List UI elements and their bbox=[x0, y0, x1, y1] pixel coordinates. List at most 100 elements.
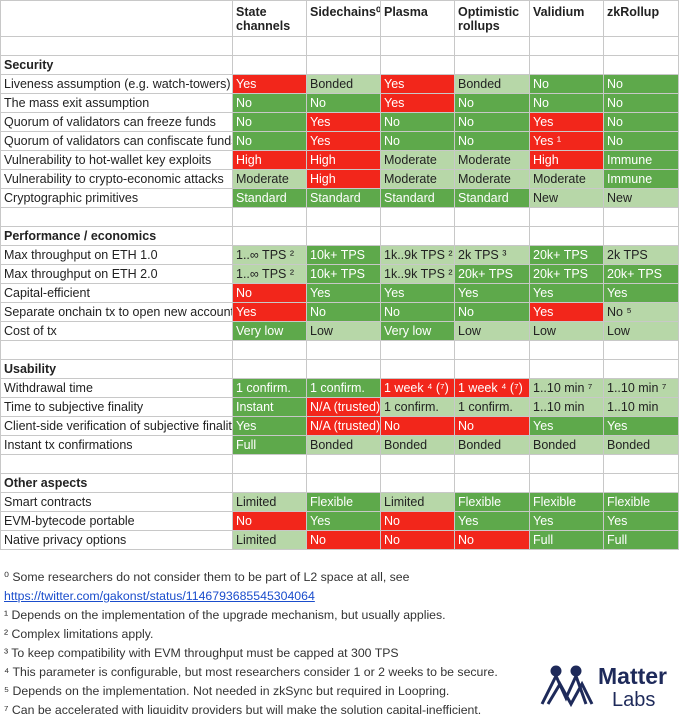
column-header: Plasma bbox=[381, 0, 455, 37]
value-cell: Moderate bbox=[233, 170, 307, 189]
value-cell: 1..∞ TPS ² bbox=[233, 246, 307, 265]
row-label: Liveness assumption (e.g. watch-towers) bbox=[0, 75, 233, 94]
value-cell: No bbox=[307, 94, 381, 113]
value-cell: Yes bbox=[530, 303, 604, 322]
value-cell: N/A (trusted) bbox=[307, 417, 381, 436]
value-cell: No bbox=[604, 113, 679, 132]
logo-text: Labs bbox=[612, 689, 655, 711]
value-cell: 20k+ TPS bbox=[530, 265, 604, 284]
value-cell: No bbox=[381, 132, 455, 151]
column-header: Validium bbox=[530, 0, 604, 37]
empty-cell bbox=[455, 208, 530, 227]
empty-cell bbox=[0, 341, 233, 360]
empty-cell bbox=[307, 341, 381, 360]
value-cell: No bbox=[455, 417, 530, 436]
value-cell: Yes bbox=[530, 512, 604, 531]
value-cell: Yes bbox=[233, 303, 307, 322]
value-cell: No bbox=[604, 132, 679, 151]
empty-cell bbox=[381, 227, 455, 246]
empty-cell bbox=[604, 208, 679, 227]
value-cell: Immune bbox=[604, 170, 679, 189]
empty-cell bbox=[604, 56, 679, 75]
value-cell: No bbox=[530, 75, 604, 94]
value-cell: No bbox=[604, 75, 679, 94]
value-cell: 2k TPS ³ bbox=[455, 246, 530, 265]
empty-cell bbox=[381, 208, 455, 227]
footnote-link-row: https://twitter.com/gakonst/status/11467… bbox=[4, 589, 315, 603]
section-title: Other aspects bbox=[0, 474, 233, 493]
value-cell: Full bbox=[604, 531, 679, 550]
value-cell: Yes bbox=[307, 284, 381, 303]
column-header: Sidechains⁰ bbox=[307, 0, 381, 37]
value-cell: No bbox=[455, 531, 530, 550]
value-cell: Bonded bbox=[381, 436, 455, 455]
row-label: Cryptographic primitives bbox=[0, 189, 233, 208]
footnote: ⁴ This parameter is configurable, but mo… bbox=[4, 665, 498, 679]
row-label: The mass exit assumption bbox=[0, 94, 233, 113]
empty-cell bbox=[604, 455, 679, 474]
empty-cell bbox=[530, 360, 604, 379]
value-cell: New bbox=[530, 189, 604, 208]
empty-cell bbox=[530, 227, 604, 246]
column-header: Optimistic rollups bbox=[455, 0, 530, 37]
empty-cell bbox=[381, 455, 455, 474]
value-cell: Standard bbox=[381, 189, 455, 208]
empty-cell bbox=[307, 56, 381, 75]
row-label: Separate onchain tx to open new account bbox=[0, 303, 233, 322]
value-cell: 10k+ TPS bbox=[307, 265, 381, 284]
value-cell: Yes bbox=[604, 284, 679, 303]
empty-cell bbox=[455, 474, 530, 493]
row-label: Instant tx confirmations bbox=[0, 436, 233, 455]
footnote: ⁵ Depends on the implementation. Not nee… bbox=[4, 684, 450, 698]
row-label: Quorum of validators can freeze funds bbox=[0, 113, 233, 132]
empty-cell bbox=[233, 56, 307, 75]
value-cell: No bbox=[381, 512, 455, 531]
footnote: ³ To keep compatibility with EVM through… bbox=[4, 646, 399, 660]
empty-cell bbox=[604, 37, 679, 56]
value-cell: 1..10 min bbox=[530, 398, 604, 417]
section-title: Usability bbox=[0, 360, 233, 379]
value-cell: Yes bbox=[530, 417, 604, 436]
section-title: Security bbox=[0, 56, 233, 75]
value-cell: No bbox=[530, 94, 604, 113]
value-cell: Bonded bbox=[455, 436, 530, 455]
footnote: ¹ Depends on the implementation of the u… bbox=[4, 608, 446, 622]
value-cell: High bbox=[530, 151, 604, 170]
value-cell: 1k..9k TPS ² bbox=[381, 265, 455, 284]
value-cell: 1 week ⁴ (⁷) bbox=[381, 379, 455, 398]
value-cell: No bbox=[233, 132, 307, 151]
value-cell: Yes bbox=[604, 512, 679, 531]
value-cell: Moderate bbox=[530, 170, 604, 189]
value-cell: Full bbox=[530, 531, 604, 550]
row-label: EVM-bytecode portable bbox=[0, 512, 233, 531]
empty-cell bbox=[381, 474, 455, 493]
value-cell: Limited bbox=[233, 493, 307, 512]
empty-cell bbox=[455, 341, 530, 360]
footnote-link[interactable]: https://twitter.com/gakonst/status/11467… bbox=[4, 589, 315, 603]
row-label: Time to subjective finality bbox=[0, 398, 233, 417]
value-cell: 1..10 min ⁷ bbox=[604, 379, 679, 398]
empty-cell bbox=[381, 56, 455, 75]
value-cell: No bbox=[455, 94, 530, 113]
row-label: Capital-efficient bbox=[0, 284, 233, 303]
row-label: Cost of tx bbox=[0, 322, 233, 341]
empty-cell bbox=[455, 360, 530, 379]
value-cell: Low bbox=[530, 322, 604, 341]
value-cell: Bonded bbox=[307, 436, 381, 455]
value-cell: No bbox=[381, 303, 455, 322]
value-cell: Flexible bbox=[530, 493, 604, 512]
value-cell: Yes ¹ bbox=[530, 132, 604, 151]
value-cell: Limited bbox=[233, 531, 307, 550]
value-cell: 1 confirm. bbox=[381, 398, 455, 417]
value-cell: High bbox=[233, 151, 307, 170]
value-cell: No bbox=[233, 113, 307, 132]
empty-cell bbox=[233, 37, 307, 56]
value-cell: Moderate bbox=[455, 170, 530, 189]
section-title: Performance / economics bbox=[0, 227, 233, 246]
value-cell: Flexible bbox=[307, 493, 381, 512]
value-cell: Standard bbox=[307, 189, 381, 208]
footnote: ⁷ Can be accelerated with liquidity prov… bbox=[4, 703, 482, 714]
value-cell: Very low bbox=[233, 322, 307, 341]
